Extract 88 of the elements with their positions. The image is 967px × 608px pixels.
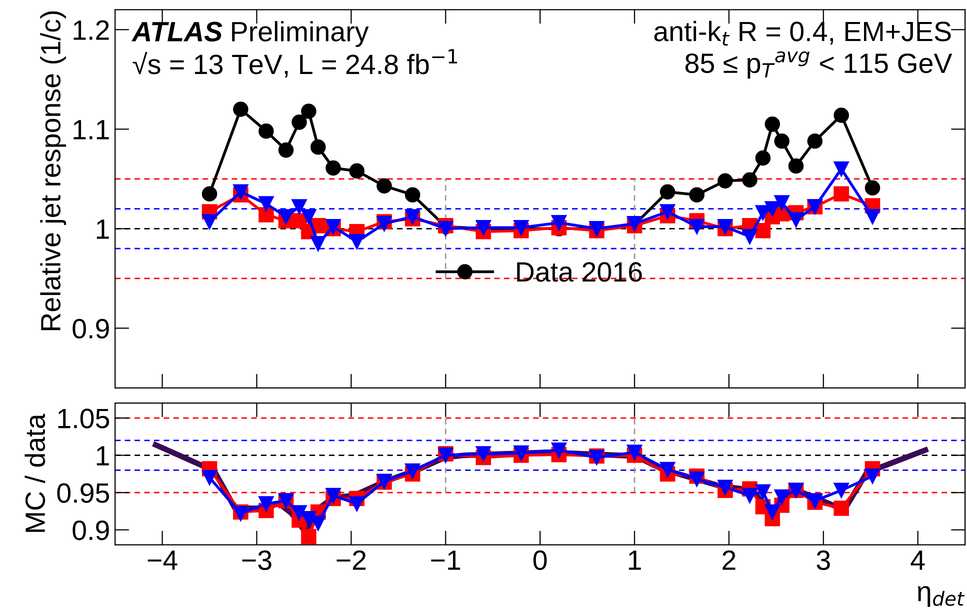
point <box>202 470 218 486</box>
y-tick-label: 0.9 <box>72 520 109 540</box>
point <box>310 139 326 155</box>
point <box>718 480 733 495</box>
point <box>551 442 567 458</box>
point <box>233 102 248 117</box>
point <box>258 207 274 222</box>
point <box>660 204 676 220</box>
point <box>404 187 420 202</box>
point <box>551 215 567 230</box>
legend-label: Data 2016 <box>517 262 642 282</box>
point <box>349 234 364 250</box>
point <box>755 484 771 500</box>
point <box>233 184 248 200</box>
point <box>326 160 341 176</box>
point <box>689 187 704 202</box>
point <box>301 104 316 119</box>
x-axis-title: η$_{det}$ <box>918 586 965 607</box>
y-tick-label: 1 <box>96 446 109 466</box>
point <box>660 184 676 200</box>
point <box>660 462 676 478</box>
point <box>278 209 294 224</box>
x-tick-label: 4 <box>910 550 925 570</box>
point <box>292 505 307 520</box>
point <box>774 195 790 210</box>
point <box>774 133 790 149</box>
point <box>376 178 392 194</box>
point <box>202 186 218 202</box>
point <box>310 236 326 252</box>
point <box>755 223 771 238</box>
point <box>764 116 780 132</box>
y-axis-title: MC / data <box>24 414 46 532</box>
y-axis-title: Relative jet response (1/c) <box>40 11 66 330</box>
point <box>258 496 274 512</box>
point <box>788 158 804 174</box>
point <box>689 472 704 487</box>
x-tick-label: 0 <box>533 550 547 570</box>
annotation: anti-k$_{t}$ R = 0.4, EM+JES <box>654 20 951 46</box>
x-tick-label: −3 <box>242 550 272 570</box>
point <box>301 209 316 224</box>
point <box>864 209 880 224</box>
point <box>864 180 880 196</box>
point <box>326 488 341 504</box>
point <box>718 173 733 189</box>
point <box>755 150 771 166</box>
point <box>834 108 849 123</box>
point <box>788 212 804 228</box>
x-tick-label: 2 <box>722 550 736 570</box>
point <box>292 199 307 214</box>
point <box>349 496 364 512</box>
point <box>626 444 642 460</box>
point <box>258 196 274 212</box>
point <box>476 446 492 462</box>
x-tick-label: −2 <box>336 550 366 570</box>
point <box>258 124 274 139</box>
point <box>834 482 849 498</box>
point <box>301 511 316 526</box>
point <box>742 172 758 188</box>
point <box>689 219 704 234</box>
annotation: √s = 13 TeV, L = 24.8 fb$^{−1}$ <box>132 49 458 78</box>
point <box>774 489 790 505</box>
x-tick-label: 1 <box>628 550 641 570</box>
point <box>834 186 849 202</box>
point <box>301 528 316 544</box>
point <box>349 163 364 179</box>
point <box>807 133 823 149</box>
point <box>864 468 880 484</box>
point <box>834 500 849 516</box>
x-tick-label: 3 <box>816 550 830 570</box>
y-tick-label: 1.2 <box>74 20 109 40</box>
x-tick-label: −1 <box>431 550 460 570</box>
y-tick-label: 0.95 <box>57 483 110 503</box>
y-tick-label: 1 <box>96 220 109 239</box>
annotation: ATLAS <box>132 22 222 42</box>
point <box>742 488 758 504</box>
point <box>278 142 294 158</box>
point <box>742 228 758 244</box>
point <box>202 214 218 230</box>
annotation: 85 ≤ p$_{T}$$^{avg}$ < 115 GeV <box>685 51 952 79</box>
point <box>834 161 849 177</box>
y-tick-label: 0.9 <box>72 318 109 339</box>
point <box>764 504 780 520</box>
y-tick-label: 1.1 <box>74 120 109 140</box>
x-tick-label: −4 <box>148 550 178 570</box>
annotation: Preliminary <box>232 21 369 47</box>
y-tick-label: 1.05 <box>58 408 110 428</box>
point <box>292 114 307 130</box>
point <box>404 463 420 479</box>
